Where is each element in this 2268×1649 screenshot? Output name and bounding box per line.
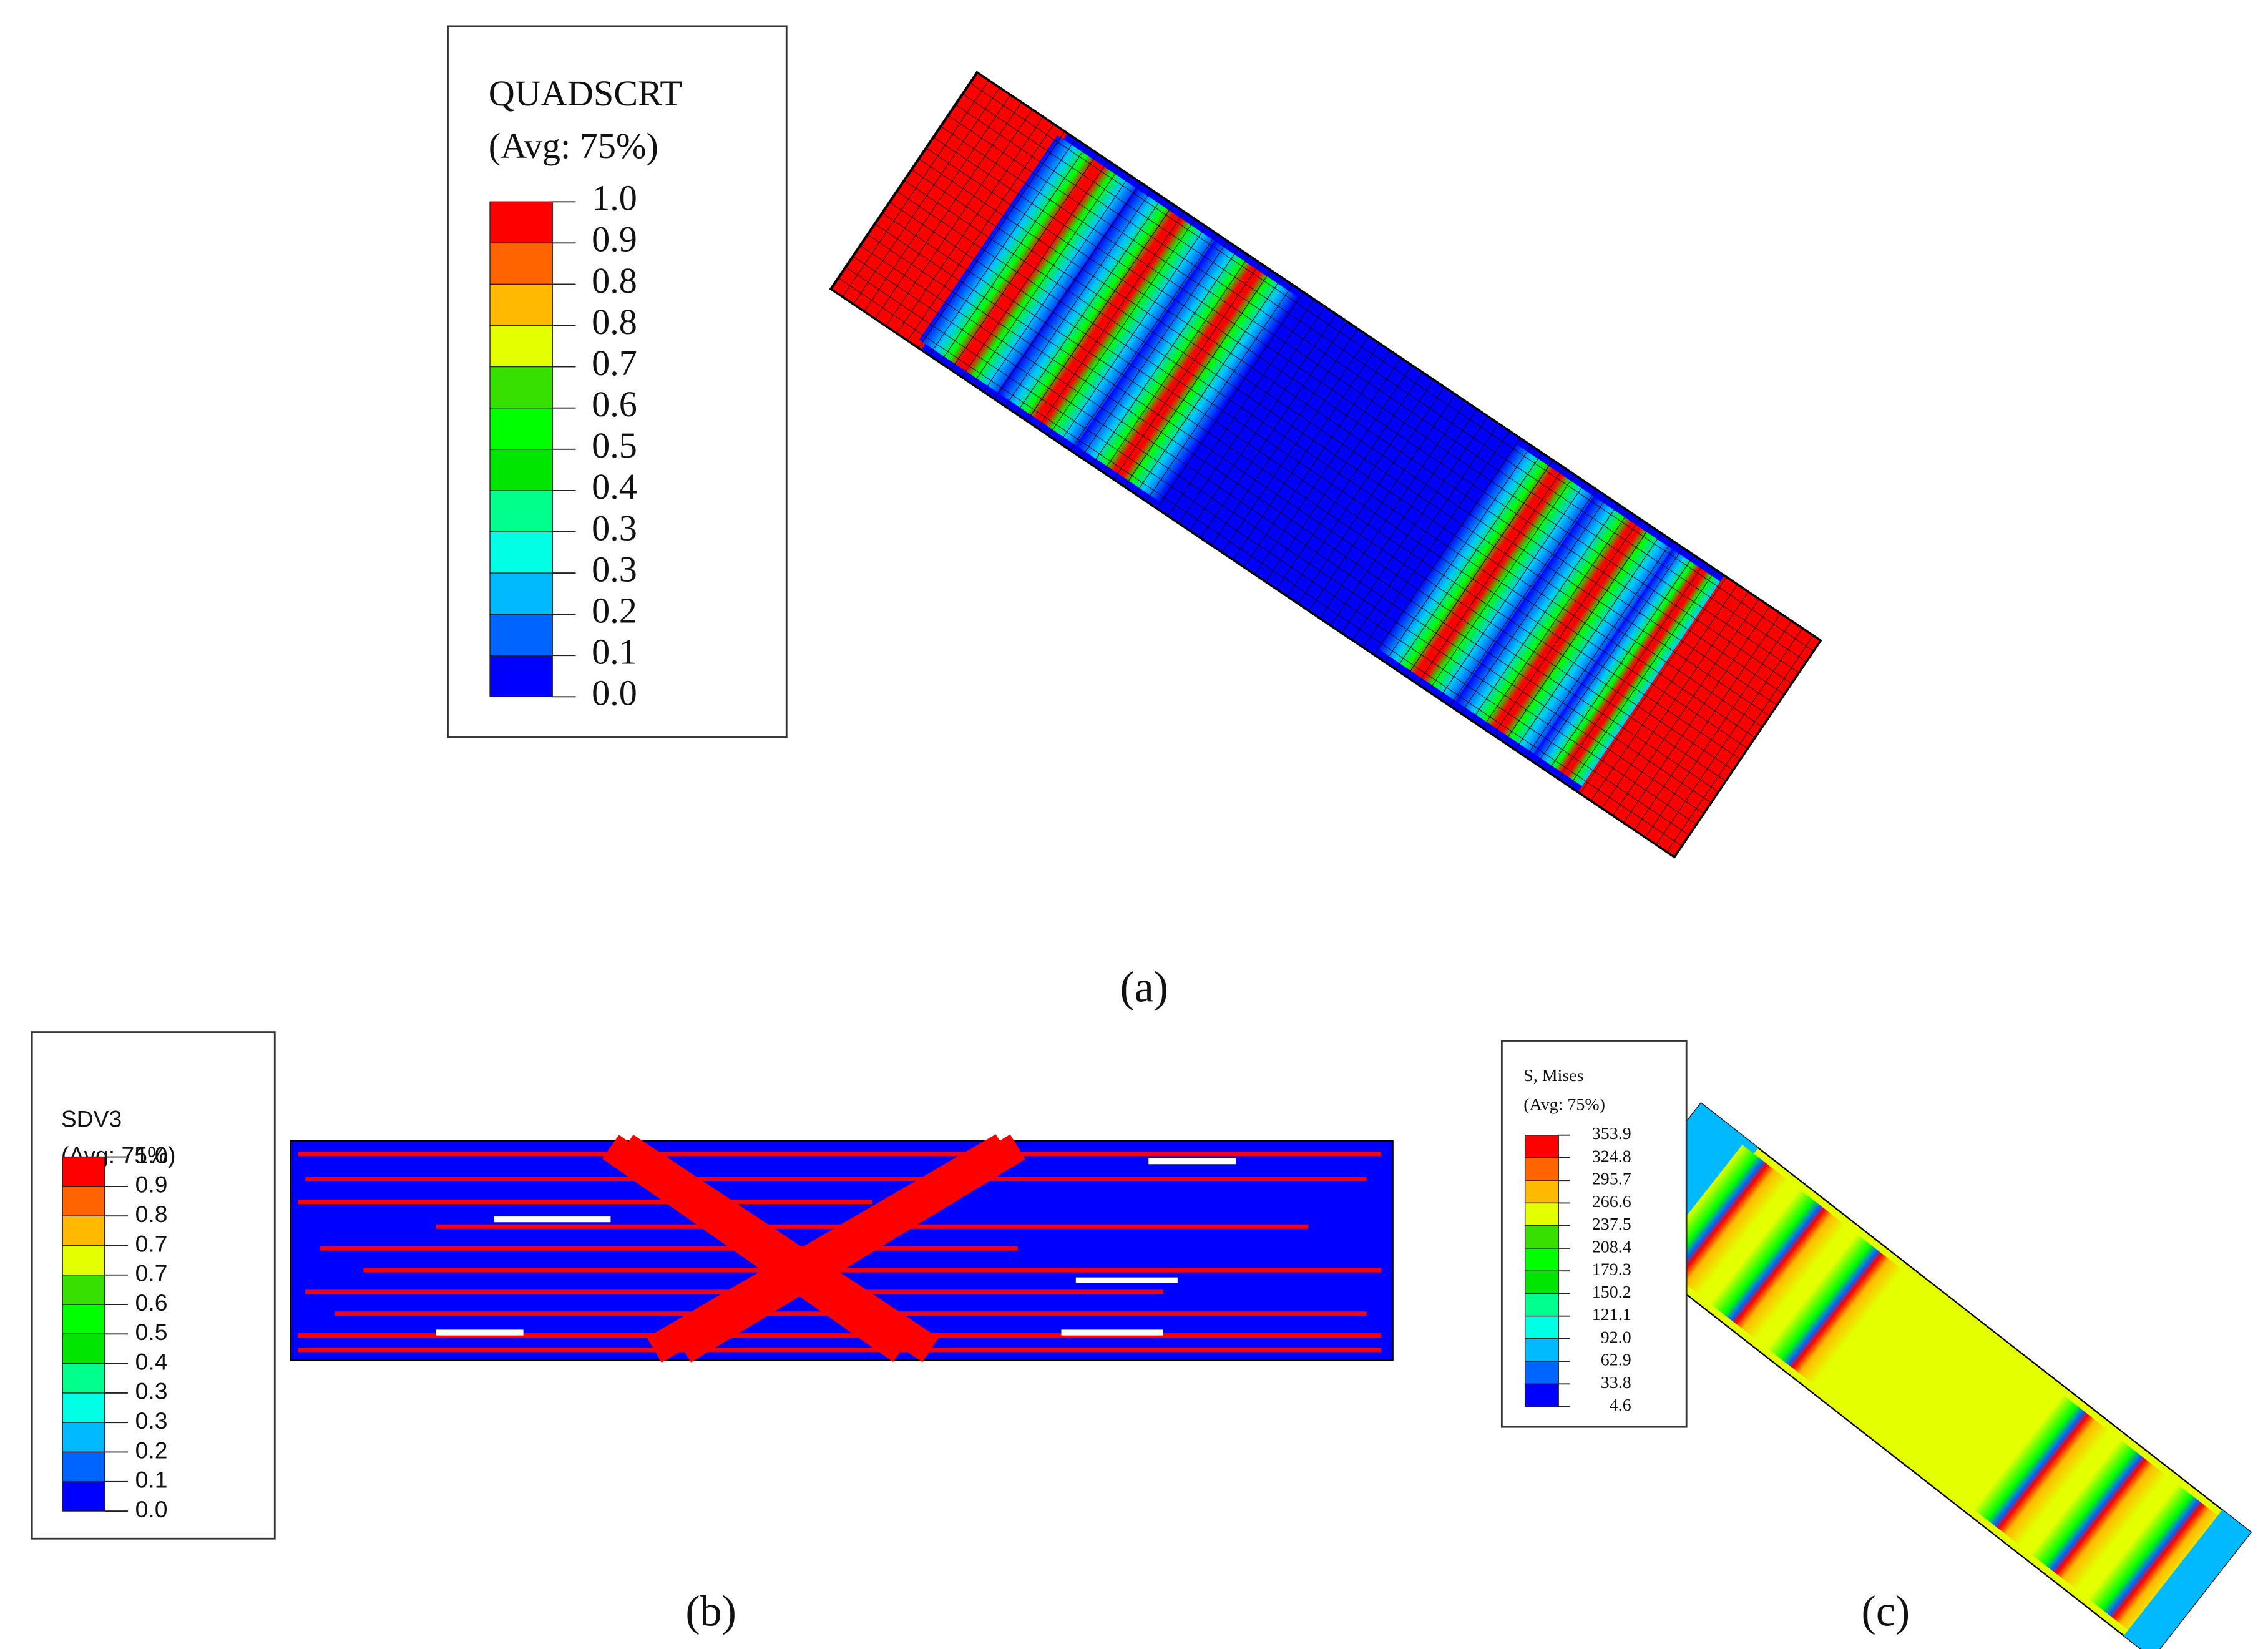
legend-tick-label: 0.7 bbox=[592, 343, 637, 383]
legend-swatch bbox=[1524, 1202, 1559, 1226]
legend-tick-label: 0.8 bbox=[592, 301, 637, 342]
legend-swatch bbox=[62, 1333, 105, 1364]
legend-tick-label: 266.6 bbox=[1592, 1192, 1631, 1211]
mesh-b bbox=[290, 1134, 1394, 1363]
legend-tick-label: 121.1 bbox=[1592, 1305, 1631, 1324]
legend-title: SDV3 bbox=[61, 1105, 122, 1132]
legend-swatch bbox=[489, 283, 553, 326]
legend-tick-label: 92.0 bbox=[1601, 1328, 1631, 1347]
legend-tick-label: 179.3 bbox=[1592, 1260, 1631, 1280]
legend-tick-label: 0.3 bbox=[592, 549, 637, 589]
legend-swatch bbox=[489, 325, 553, 368]
legend-tick-label: 0.0 bbox=[135, 1496, 168, 1522]
legend-tick-label: 208.4 bbox=[1592, 1237, 1631, 1256]
legend-tick-label: 150.2 bbox=[1592, 1283, 1631, 1302]
legend-tick-label: 0.2 bbox=[135, 1437, 168, 1463]
legend-swatch bbox=[489, 614, 553, 656]
legend-tick-label: 0.4 bbox=[592, 466, 637, 507]
legend-swatch bbox=[1524, 1135, 1559, 1158]
legend-tick-label: 0.4 bbox=[135, 1348, 168, 1374]
mesh-a bbox=[829, 71, 1822, 859]
legend-tick-label: 1.0 bbox=[592, 178, 637, 218]
legend-tick-label: 0.5 bbox=[135, 1319, 168, 1345]
legend-tick-label: 295.7 bbox=[1592, 1170, 1631, 1189]
legend-swatch bbox=[1524, 1338, 1559, 1362]
legend-tick-label: 0.1 bbox=[135, 1467, 168, 1493]
legend-tick-label: 0.8 bbox=[592, 260, 637, 301]
legend-tick-label: 0.9 bbox=[592, 219, 637, 260]
legend-swatch bbox=[1524, 1157, 1559, 1181]
legend-tick-label: 237.5 bbox=[1592, 1215, 1631, 1234]
legend-swatch bbox=[62, 1422, 105, 1453]
legend-tick-label: 324.8 bbox=[1592, 1147, 1631, 1166]
legend-swatch bbox=[489, 449, 553, 491]
legend-swatch bbox=[489, 490, 553, 532]
legend-swatch bbox=[489, 366, 553, 409]
legend-swatch bbox=[489, 531, 553, 574]
legend-tick-label: 353.9 bbox=[1592, 1124, 1631, 1143]
legend-swatch bbox=[1524, 1361, 1559, 1385]
legend-tick-label: 0.2 bbox=[592, 590, 637, 631]
legend-tick-label: 4.6 bbox=[1610, 1396, 1631, 1415]
legend-swatch bbox=[62, 1363, 105, 1394]
legend-swatch bbox=[489, 242, 553, 285]
legend-tick-label: 62.9 bbox=[1601, 1351, 1631, 1370]
legend-swatch bbox=[62, 1451, 105, 1482]
mesh-c bbox=[1601, 1102, 2252, 1649]
legend-swatch bbox=[62, 1392, 105, 1423]
legend-swatch bbox=[1524, 1248, 1559, 1271]
legend-tick-label: 0.3 bbox=[135, 1378, 168, 1404]
legend-tick-label: 0.9 bbox=[135, 1172, 168, 1198]
legend-swatch bbox=[62, 1481, 105, 1512]
legend-tick-label: 0.8 bbox=[135, 1201, 168, 1227]
legend-swatch bbox=[489, 655, 553, 698]
legend-swatch bbox=[62, 1215, 105, 1246]
legend-title: QUADSCRT bbox=[489, 73, 682, 114]
panel-label: (c) bbox=[1862, 1588, 1910, 1636]
legend-swatch bbox=[489, 201, 553, 244]
legend-swatch bbox=[62, 1245, 105, 1276]
legend-swatch bbox=[62, 1304, 105, 1335]
legend-swatch bbox=[489, 408, 553, 450]
legend-swatch bbox=[489, 572, 553, 615]
legend-tick-label: 1.0 bbox=[135, 1142, 168, 1168]
legend-swatch bbox=[62, 1186, 105, 1216]
legend-tick-label: 0.1 bbox=[592, 632, 637, 672]
legend-subtitle: (Avg: 75%) bbox=[489, 125, 658, 166]
legend-tick-label: 0.3 bbox=[592, 507, 637, 548]
panel-label: (b) bbox=[685, 1588, 736, 1636]
panel-label: (a) bbox=[1120, 964, 1169, 1012]
legend-title: S, Mises bbox=[1523, 1066, 1583, 1085]
legend-swatch bbox=[1524, 1383, 1559, 1407]
legend-swatch bbox=[62, 1156, 105, 1187]
legend-tick-label: 0.6 bbox=[592, 384, 637, 424]
legend-swatch bbox=[1524, 1225, 1559, 1249]
legend-tick-label: 0.6 bbox=[135, 1289, 168, 1316]
legend-swatch bbox=[1524, 1315, 1559, 1339]
legend-tick-label: 0.0 bbox=[592, 673, 637, 713]
legend-tick-label: 0.7 bbox=[135, 1260, 168, 1286]
legend-swatch bbox=[62, 1275, 105, 1305]
legend-tick-label: 0.5 bbox=[592, 425, 637, 466]
legend-tick-label: 0.3 bbox=[135, 1407, 168, 1434]
legend-tick-label: 0.7 bbox=[135, 1230, 168, 1256]
legend-subtitle: (Avg: 75%) bbox=[1523, 1095, 1605, 1115]
legend-swatch bbox=[1524, 1293, 1559, 1317]
legend-swatch bbox=[1524, 1270, 1559, 1294]
legend-tick-label: 33.8 bbox=[1601, 1373, 1631, 1392]
legend-swatch bbox=[1524, 1180, 1559, 1204]
